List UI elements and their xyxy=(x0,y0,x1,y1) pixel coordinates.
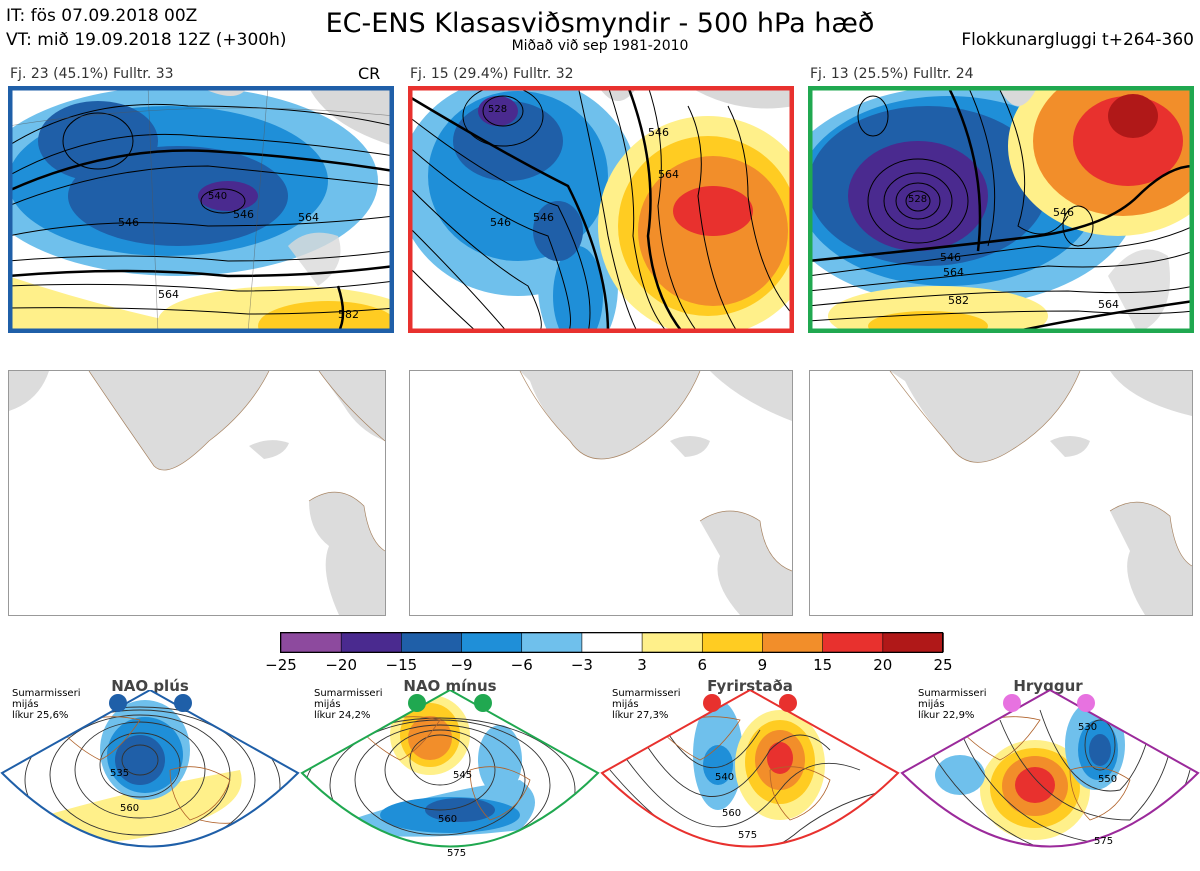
regime-1-title: NAO plús xyxy=(111,677,189,695)
regime-2-title: NAO mínus xyxy=(403,677,497,695)
regime-4-info: Sumarmisseri mijás líkur 22,9% xyxy=(918,688,987,721)
contour-label: 546 xyxy=(940,251,961,264)
regime-map-ridge xyxy=(900,690,1200,848)
colorbar-swatch xyxy=(521,632,583,653)
colorbar-tick-label: 20 xyxy=(873,656,893,674)
colorbar-swatch xyxy=(762,632,824,653)
cluster-map-3: 546 564 582 564 546 528 xyxy=(808,86,1194,333)
contour-label: 546 xyxy=(1053,206,1074,219)
regime-contour-label: 575 xyxy=(1094,836,1114,847)
colorbar-tick-label: 25 xyxy=(933,656,953,674)
contour-label: 546 xyxy=(118,216,139,229)
colorbar-swatch xyxy=(882,632,944,653)
colorbar-tick-label: −9 xyxy=(450,656,473,674)
contour-label: 546 xyxy=(490,216,511,229)
regime-contour-label: 540 xyxy=(715,772,735,783)
regime-1-info: Sumarmisseri mijás líkur 25,6% xyxy=(12,688,81,721)
colorbar-tick-label: 9 xyxy=(757,656,768,674)
contour-label: 582 xyxy=(338,308,359,321)
colorbar-tick-label: −6 xyxy=(510,656,533,674)
colorbar-tick-label: 3 xyxy=(637,656,647,674)
regime-contour-label: 575 xyxy=(447,848,467,859)
regime-contour-label: 560 xyxy=(722,808,742,819)
colorbar xyxy=(280,632,944,653)
classification-window: Flokkunargluggi t+264-360 xyxy=(961,30,1194,50)
regime-4-title: Hryggur xyxy=(1013,677,1083,695)
base-map-3 xyxy=(809,370,1193,616)
colorbar-tick-label: 15 xyxy=(813,656,833,674)
page-title: EC-ENS Klasasviðsmyndir - 500 hPa hæð xyxy=(325,8,875,39)
base-map-2 xyxy=(409,370,793,616)
contour-label: 564 xyxy=(158,288,179,301)
regime-map-blocking xyxy=(600,690,900,848)
colorbar-tick-label: −15 xyxy=(385,656,418,674)
regime-contour-label: 560 xyxy=(438,814,458,825)
contour-label: 528 xyxy=(488,104,508,115)
regime-map-nao-minus xyxy=(300,690,600,848)
cluster-3-label: Fj. 13 (25.5%) Fulltr. 24 xyxy=(810,66,974,82)
regime-contour-label: 575 xyxy=(738,830,758,841)
contour-label: 546 xyxy=(233,208,254,221)
initial-time: IT: fös 07.09.2018 00Z xyxy=(6,6,198,26)
colorbar-swatch xyxy=(280,632,342,653)
contour-label: 582 xyxy=(948,294,969,307)
regime-2-info: Sumarmisseri mijás líkur 24,2% xyxy=(314,688,383,721)
contour-label: 546 xyxy=(648,126,669,139)
colorbar-swatch xyxy=(822,632,884,653)
cluster-map-2: 546 564 546 528 546 xyxy=(408,86,794,333)
cluster-1-extra: CR xyxy=(358,64,381,83)
regime-map-nao-plus xyxy=(0,690,300,848)
header-left: IT: fös 07.09.2018 00Z VT: mið 19.09.201… xyxy=(6,4,287,52)
colorbar-tick-label: 6 xyxy=(697,656,708,674)
colorbar-swatch xyxy=(581,632,643,653)
cluster-1-label: Fj. 23 (45.1%) Fulltr. 33 xyxy=(10,66,174,82)
contour-label: 564 xyxy=(1098,298,1119,311)
colorbar-swatch xyxy=(641,632,704,653)
contour-label: 564 xyxy=(658,168,679,181)
regime-3-info: Sumarmisseri mijás líkur 27,3% xyxy=(612,688,681,721)
colorbar-tick-label: −20 xyxy=(325,656,357,674)
contour-label: 564 xyxy=(943,266,964,279)
contour-label: 564 xyxy=(298,211,319,224)
colorbar-swatch xyxy=(461,632,523,653)
colorbar-tick-label: −3 xyxy=(570,656,593,674)
cluster-map-1: 546 546 564 582 564 540 xyxy=(8,86,394,333)
base-map-1 xyxy=(8,370,386,616)
valid-time: VT: mið 19.09.2018 12Z (+300h) xyxy=(6,30,287,50)
regime-contour-label: 545 xyxy=(453,770,473,781)
colorbar-swatch xyxy=(701,632,764,653)
contour-label: 546 xyxy=(533,211,554,224)
contour-label: 540 xyxy=(208,191,228,202)
regime-contour-label: 530 xyxy=(1078,722,1098,733)
colorbar-swatch xyxy=(401,632,463,653)
regime-contour-label: 560 xyxy=(120,803,140,814)
regime-contour-label: 550 xyxy=(1098,774,1118,785)
regime-3-title: Fyrirstaða xyxy=(707,677,793,695)
contour-label: 528 xyxy=(908,194,928,205)
regime-contour-label: 535 xyxy=(110,768,130,779)
cluster-2-label: Fj. 15 (29.4%) Fulltr. 32 xyxy=(410,66,574,82)
page-subtitle: Miðað við sep 1981-2010 xyxy=(511,38,689,54)
colorbar-swatch xyxy=(340,632,403,653)
colorbar-tick-label: −25 xyxy=(265,656,297,674)
